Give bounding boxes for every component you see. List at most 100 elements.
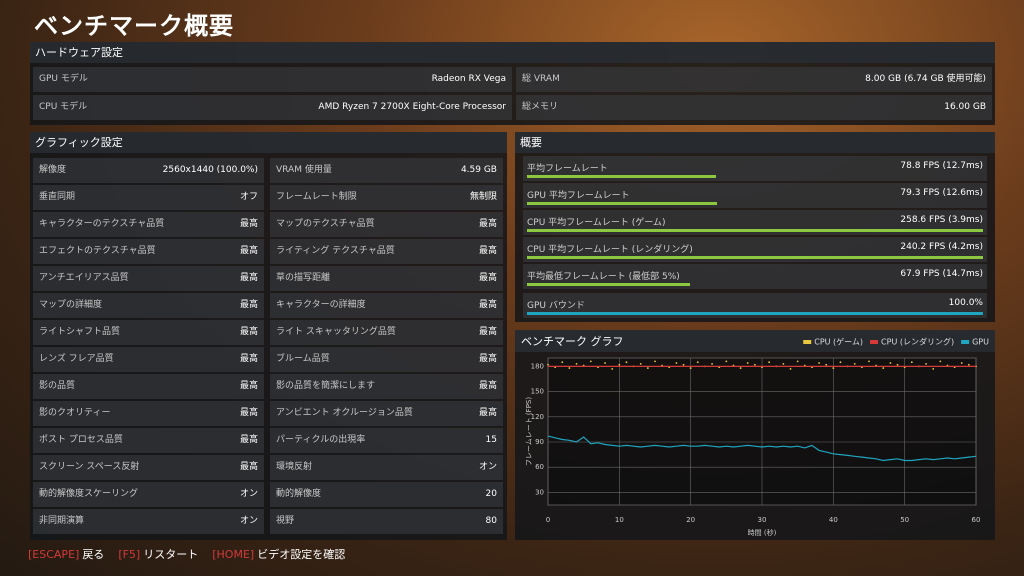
x-tick-label: 30 — [758, 516, 767, 524]
hardware-row: GPU モデル Radeon RX Vega — [33, 67, 512, 92]
x-tick-label: 60 — [972, 516, 981, 524]
setting-row: 環境反射 オン — [270, 455, 503, 480]
x-axis-label: 時間 (秒) — [748, 528, 777, 537]
chart: ベンチマーク グラフ 30 60 90 120 150 180 0 10 20 30 40 50 60 時… — [515, 330, 995, 537]
setting-row: マップのテクスチャ品質 最高 — [270, 212, 503, 237]
data-point — [654, 360, 656, 363]
data-point — [753, 363, 756, 366]
panel-header: 概要 — [515, 132, 995, 153]
setting-label: 非同期演算 — [39, 516, 85, 526]
bar-track — [527, 283, 983, 286]
legend-label: CPU (ゲーム) — [814, 337, 863, 347]
data-point — [939, 360, 942, 363]
hardware-value: Radeon RX Vega — [431, 74, 506, 84]
summary-row: 平均最低フレームレート (最低部 5%) 67.9 FPS (14.7ms) — [523, 264, 987, 289]
data-point — [746, 362, 749, 364]
panel-header: ハードウェア設定 — [30, 42, 995, 63]
data-point — [896, 363, 899, 366]
data-point — [589, 360, 592, 363]
chart-panel: ベンチマーク グラフ 30 60 90 120 150 180 0 10 20 30 40 50 60 時… — [515, 330, 995, 540]
key-hint: [F5] — [118, 548, 141, 561]
setting-label: マップの詳細度 — [39, 300, 103, 310]
setting-label: フレームレート制限 — [276, 192, 357, 202]
hardware-label: GPU モデル — [39, 74, 88, 84]
setting-row: アンビエント オクルージョン品質 最高 — [270, 401, 503, 426]
data-point — [832, 367, 835, 369]
y-tick-label: 90 — [535, 438, 544, 446]
setting-value: オン — [239, 516, 258, 526]
data-point — [696, 361, 699, 364]
key-hint: [ESCAPE] — [28, 548, 80, 561]
summary-label: GPU 平均フレームレート — [527, 191, 630, 201]
data-point — [882, 367, 885, 369]
key-action: リスタート — [143, 548, 199, 561]
setting-row: キャラクターのテクスチャ品質 最高 — [33, 212, 264, 237]
setting-label: ブルーム品質 — [276, 354, 330, 364]
summary-value: 258.6 FPS (3.9ms) — [900, 215, 983, 225]
setting-value: オン — [478, 462, 497, 472]
data-point — [682, 363, 685, 366]
setting-row: ブルーム品質 最高 — [270, 347, 503, 372]
setting-value: 最高 — [239, 462, 258, 472]
summary-row: CPU 平均フレームレート (ゲーム) 258.6 FPS (3.9ms) — [523, 210, 987, 235]
setting-label: 影のクオリティー — [39, 408, 111, 418]
setting-label: マップのテクスチャ品質 — [276, 219, 375, 229]
y-axis-label: フレームレート (FPS) — [525, 397, 533, 466]
setting-label: キャラクターのテクスチャ品質 — [39, 219, 165, 229]
x-tick-label: 10 — [615, 516, 624, 524]
y-tick-label: 120 — [531, 413, 544, 421]
data-point — [639, 362, 642, 365]
data-point — [604, 362, 606, 364]
summary-bar — [527, 202, 718, 205]
setting-row: 影の品質を簡潔にします 最高 — [270, 374, 503, 399]
summary-row: 平均フレームレート 78.8 FPS (12.7ms) — [523, 156, 987, 181]
summary-label: 平均最低フレームレート (最低部 5%) — [527, 272, 680, 282]
setting-value: 2560x1440 (100.0%) — [162, 165, 258, 175]
summary-label: GPU バウンド — [527, 301, 585, 311]
hardware-row: CPU モデル AMD Ryzen 7 2700X Eight-Core Proc… — [33, 95, 512, 120]
y-tick-label: 150 — [531, 388, 544, 396]
summary-value: 67.9 FPS (14.7ms) — [900, 269, 983, 279]
data-point — [768, 361, 771, 364]
summary-row: GPU 平均フレームレート 79.3 FPS (12.6ms) — [523, 183, 987, 208]
data-point — [789, 368, 792, 370]
setting-value: オン — [239, 489, 258, 499]
summary-row: CPU 平均フレームレート (レンダリング) 240.2 FPS (4.2ms) — [523, 237, 987, 262]
hardware-label: 総 VRAM — [522, 74, 560, 84]
setting-label: スクリーン スペース反射 — [39, 462, 140, 472]
hardware-label: 総メモリ — [522, 102, 559, 112]
setting-value: 20 — [485, 489, 497, 499]
setting-value: 最高 — [478, 246, 497, 256]
setting-value: 最高 — [478, 300, 497, 310]
x-tick-label: 40 — [829, 516, 838, 524]
setting-value: 4.59 GB — [460, 165, 497, 175]
data-point — [782, 362, 785, 365]
x-tick-label: 0 — [546, 516, 550, 524]
graphics-panel: グラフィック設定 解像度 2560x1440 (100.0%) 垂直同期 オフ キャラク… — [30, 132, 507, 540]
series-line — [547, 435, 977, 462]
hardware-value: 16.00 GB — [944, 102, 986, 112]
setting-row: ライト スキャッタリング品質 最高 — [270, 320, 503, 345]
data-point — [689, 367, 692, 369]
hardware-value: 8.00 GB (6.74 GB 使用可能) — [865, 74, 986, 84]
footer-item: [F5] リスタート — [118, 548, 198, 561]
setting-value: 無制限 — [469, 192, 497, 202]
setting-value: 最高 — [239, 219, 258, 229]
data-point — [932, 368, 935, 370]
setting-label: アンビエント オクルージョン品質 — [276, 408, 413, 418]
setting-row: ライトシャフト品質 最高 — [33, 320, 264, 345]
legend-swatch — [870, 340, 879, 344]
setting-row: エフェクトのテクスチャ品質 最高 — [33, 239, 264, 264]
setting-label: アンチエイリアス品質 — [39, 273, 129, 283]
data-point — [825, 363, 828, 366]
y-tick-label: 60 — [535, 463, 544, 471]
setting-row: スクリーン スペース反射 最高 — [33, 455, 264, 480]
setting-label: レンズ フレア品質 — [39, 354, 114, 364]
setting-value: 最高 — [239, 327, 258, 337]
setting-value: 最高 — [478, 408, 497, 418]
summary-label: CPU 平均フレームレート (ゲーム) — [527, 218, 666, 228]
setting-value: 最高 — [239, 408, 258, 418]
setting-label: ライトシャフト品質 — [39, 327, 121, 337]
